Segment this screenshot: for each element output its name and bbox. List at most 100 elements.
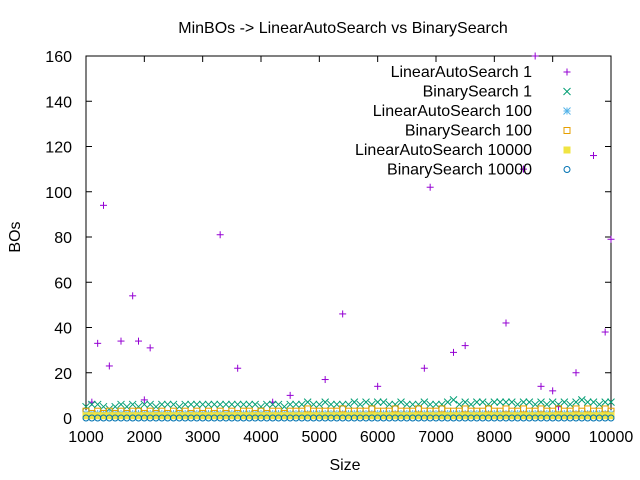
data-point <box>397 398 405 407</box>
data-point <box>205 412 212 420</box>
data-point <box>426 412 434 420</box>
data-point <box>449 396 458 404</box>
data-point <box>181 412 189 420</box>
legend-item: LinearAutoSearch 1 <box>391 64 571 81</box>
data-point <box>321 376 329 384</box>
y-axis-label: BOs <box>7 221 24 252</box>
data-point <box>467 412 475 420</box>
legend-label: BinarySearch 100 <box>405 123 532 140</box>
data-point <box>566 412 574 420</box>
data-point <box>426 183 434 191</box>
data-point <box>239 400 248 409</box>
data-point <box>274 400 283 409</box>
data-point <box>397 412 405 420</box>
y-tick-label: 0 <box>63 411 72 428</box>
x-axis: 1000 2000 3000 4000 5000 6000 7000 8000 9000 1000… <box>68 56 633 446</box>
data-point <box>280 412 288 420</box>
data-point <box>129 292 137 300</box>
legend-item: BinarySearch 1 <box>423 84 571 101</box>
data-point <box>403 412 411 420</box>
data-point <box>519 398 528 407</box>
data-point <box>117 337 125 345</box>
data-point <box>362 412 370 420</box>
data-point <box>548 398 557 407</box>
data-point <box>228 412 236 420</box>
y-tick-label: 140 <box>45 94 72 111</box>
x-tick-label: 6000 <box>360 429 396 446</box>
data-point <box>473 412 481 420</box>
data-point <box>240 412 247 420</box>
data-point <box>257 412 265 420</box>
data-point <box>310 412 317 420</box>
data-point <box>350 398 359 407</box>
data-point <box>257 402 265 411</box>
data-point <box>402 400 411 409</box>
data-point <box>385 412 393 420</box>
data-point <box>82 402 90 411</box>
data-point <box>520 412 527 420</box>
data-point <box>140 400 149 409</box>
data-point <box>479 412 487 420</box>
data-point <box>461 398 470 407</box>
data-point <box>315 412 323 420</box>
series-0 <box>88 52 615 411</box>
x-tick-label: 2000 <box>127 429 163 446</box>
y-axis: 0 20 40 60 80 100 120 140 160 <box>45 49 611 428</box>
x-tick-label: 1000 <box>68 429 104 446</box>
legend-item: BinarySearch 100 <box>405 123 571 140</box>
data-point <box>338 400 347 409</box>
data-point <box>292 412 300 420</box>
legend-item: BinarySearch 10000 <box>387 162 571 179</box>
data-point <box>350 412 358 420</box>
data-point <box>146 412 154 420</box>
y-tick-label: 80 <box>54 230 72 247</box>
data-point <box>414 400 423 409</box>
data-point <box>490 398 499 407</box>
data-point <box>227 400 236 409</box>
data-point <box>175 412 183 420</box>
data-point <box>549 387 557 395</box>
data-point <box>420 398 429 407</box>
data-point <box>251 400 260 409</box>
data-point <box>333 412 341 420</box>
data-point <box>373 398 382 407</box>
data-point <box>438 412 446 420</box>
data-point <box>105 412 113 420</box>
y-tick-label: 160 <box>45 49 72 66</box>
legend-label: LinearAutoSearch 10000 <box>355 142 532 159</box>
data-point <box>549 412 557 420</box>
data-point <box>368 412 376 420</box>
data-point <box>263 412 271 420</box>
data-point <box>164 412 172 420</box>
data-point <box>105 362 113 370</box>
data-point <box>577 396 586 404</box>
x-tick-label: 9000 <box>535 429 571 446</box>
x-axis-label: Size <box>329 457 360 474</box>
data-point <box>117 400 125 409</box>
data-point <box>356 400 365 409</box>
data-point <box>578 412 586 420</box>
data-point <box>420 364 428 372</box>
data-point <box>514 412 522 420</box>
series-5 <box>82 414 615 422</box>
data-point <box>507 398 516 407</box>
data-point <box>560 412 568 420</box>
x-tick-label: 8000 <box>477 429 513 446</box>
data-point <box>391 412 399 420</box>
data-point <box>94 412 102 420</box>
data-point <box>321 398 330 407</box>
data-point <box>262 400 271 409</box>
data-point <box>472 398 481 407</box>
data-point <box>204 400 213 409</box>
data-point <box>607 414 615 422</box>
data-point <box>82 412 90 420</box>
data-point <box>181 400 190 409</box>
data-point <box>520 165 527 173</box>
y-tick-label: 40 <box>54 321 72 338</box>
data-point <box>117 412 125 420</box>
data-point <box>87 400 96 409</box>
plot-area <box>85 55 612 419</box>
data-point <box>157 400 166 409</box>
data-point <box>234 412 242 420</box>
data-point <box>584 412 592 420</box>
